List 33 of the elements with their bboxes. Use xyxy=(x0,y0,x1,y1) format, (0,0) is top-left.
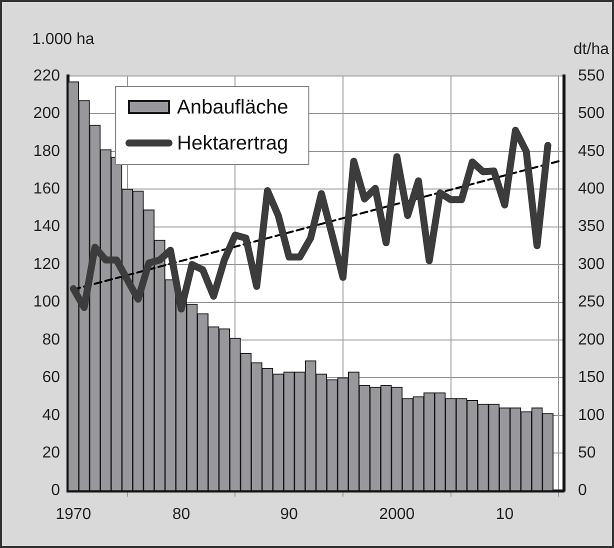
y-axis-title: 1.000 ha xyxy=(32,31,94,48)
x-tick-label: 2000 xyxy=(379,506,415,523)
y-tick-label: 160 xyxy=(33,180,60,198)
y2-tick-label: 250 xyxy=(578,294,605,311)
legend-label: Hektarertrag xyxy=(177,132,288,155)
x-tick-label: 10 xyxy=(496,506,514,523)
y2-tick-label: 50 xyxy=(578,444,596,462)
y-tick-label: 200 xyxy=(33,105,60,122)
y-tick-label: 180 xyxy=(33,142,60,160)
y2-tick-label: 550 xyxy=(578,67,605,84)
y-tick-label: 120 xyxy=(33,256,60,273)
y2-tick-label: 500 xyxy=(578,105,605,122)
y-tick-label: 60 xyxy=(42,369,60,386)
x-tick-label: 80 xyxy=(172,506,190,523)
y2-tick-label: 150 xyxy=(578,369,605,386)
legend-label: Anbaufläche xyxy=(177,96,288,119)
y2-tick-label: 350 xyxy=(578,218,605,236)
y-tick-label: 220 xyxy=(33,67,60,84)
y-tick-label: 20 xyxy=(42,444,60,462)
y2-tick-label: 300 xyxy=(578,256,605,273)
y-tick-label: 80 xyxy=(42,331,60,348)
y2-tick-label: 450 xyxy=(578,142,605,160)
y2-axis-title: dt/ha xyxy=(573,41,610,58)
y-tick-label: 100 xyxy=(33,294,60,311)
y2-tick-label: 200 xyxy=(578,331,605,348)
y-tick-label: 40 xyxy=(42,406,60,424)
y-tick-label: 0 xyxy=(51,482,60,500)
y2-tick-label: 400 xyxy=(578,180,605,198)
y2-tick-label: 0 xyxy=(578,482,587,500)
x-tick-label: 1970 xyxy=(56,506,92,523)
y-tick-label: 140 xyxy=(33,218,60,236)
x-tick-label: 90 xyxy=(280,506,298,523)
y2-tick-label: 100 xyxy=(578,406,605,424)
